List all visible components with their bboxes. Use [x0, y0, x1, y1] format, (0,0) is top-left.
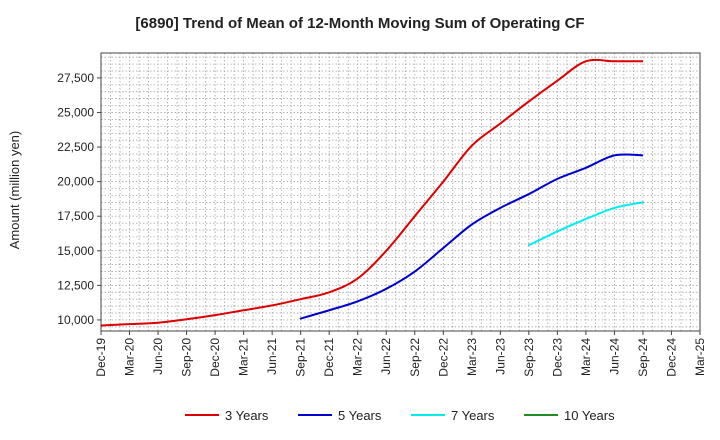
x-tick-label: Jun-21 [265, 338, 279, 375]
x-tick-label: Sep-22 [408, 338, 422, 377]
legend-item-3-years: 3 Years [185, 408, 269, 423]
x-tick-label: Mar-23 [465, 338, 479, 376]
y-axis: 10,000 12,500 15,000 17,500 20,000 22,500 25,0… [57, 71, 101, 327]
legend-label: 10 Years [564, 408, 615, 423]
legend-item-10-years: 10 Years [524, 408, 615, 423]
x-tick-label: Jun-20 [151, 338, 165, 375]
y-tick-label: 22,500 [57, 140, 94, 154]
x-tick-label: Mar-25 [693, 338, 707, 376]
legend-label: 7 Years [451, 408, 495, 423]
x-tick-label: Sep-21 [294, 338, 308, 377]
plot-border [100, 52, 701, 332]
y-axis-title: Amount (million yen) [7, 131, 22, 250]
x-tick-label: Sep-23 [522, 338, 536, 377]
x-tick-label: Jun-23 [493, 338, 507, 375]
legend-item-5-years: 5 Years [298, 408, 382, 423]
x-axis: Dec-19 Mar-20 Jun-20 Sep-20 Dec-20 Mar-21 Jun-… [94, 331, 707, 377]
x-tick-label: Mar-20 [123, 338, 137, 376]
x-tick-label: Jun-24 [607, 338, 621, 375]
legend-item-7-years: 7 Years [411, 408, 495, 423]
x-tick-label: Dec-20 [208, 338, 222, 377]
y-tick-label: 15,000 [57, 244, 94, 258]
x-tick-label: Mar-24 [579, 338, 593, 376]
y-tick-label: 20,000 [57, 175, 94, 189]
legend-label: 3 Years [225, 408, 269, 423]
x-tick-label: Dec-19 [94, 338, 108, 377]
y-tick-label: 27,500 [57, 71, 94, 85]
legend: 3 Years 5 Years 7 Years 10 Years [185, 408, 615, 423]
plot-area [100, 52, 701, 332]
x-tick-label: Mar-22 [351, 338, 365, 376]
y-tick-label: 25,000 [57, 105, 94, 119]
series-line-5-years [299, 153, 643, 320]
x-tick-label: Mar-21 [237, 338, 251, 376]
series-line-7-years [527, 201, 644, 247]
y-tick-label: 10,000 [57, 313, 94, 327]
chart-title: [6890] Trend of Mean of 12-Month Moving … [135, 15, 584, 32]
y-tick-label: 12,500 [57, 278, 94, 292]
x-tick-label: Sep-20 [180, 338, 194, 377]
y-tick-label: 17,500 [57, 209, 94, 223]
x-tick-label: Dec-21 [322, 338, 336, 377]
plot-background [101, 53, 700, 331]
x-tick-label: Dec-22 [436, 338, 450, 377]
x-tick-label: Sep-24 [636, 338, 650, 377]
series-line-3-years [101, 58, 643, 327]
x-tick-label: Jun-22 [379, 338, 393, 375]
x-tick-label: Dec-23 [550, 338, 564, 377]
x-tick-label: Dec-24 [664, 338, 678, 377]
series-layer [101, 58, 644, 327]
legend-label: 5 Years [338, 408, 382, 423]
